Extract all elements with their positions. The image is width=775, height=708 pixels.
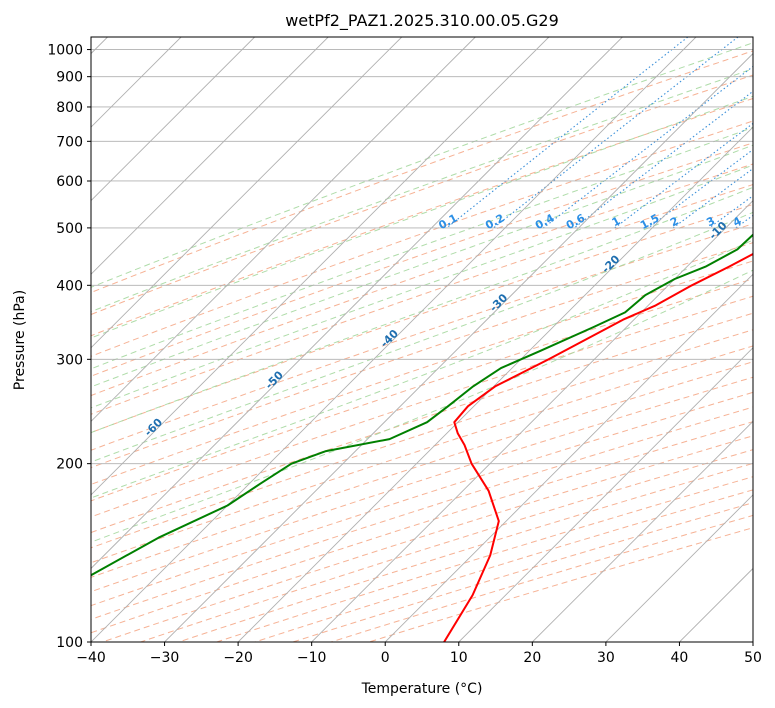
dry-adiabat (369, 527, 753, 642)
x-tick-label: −30 (150, 650, 180, 666)
isotherm-line (311, 200, 753, 642)
y-axis-label: Pressure (hPa) (12, 290, 28, 390)
y-tick-label: 600 (56, 174, 83, 190)
dry-adiabat-label: -50 (263, 368, 286, 391)
isotherm-line (91, 37, 476, 422)
dry-adiabat (91, 223, 753, 451)
isotherm-line (532, 420, 753, 642)
isotherm-line (91, 37, 550, 496)
axes-ticks: −40 −30 −20 −10 0 10 20 30 40 50 1000 900 800 700 600 5… (47, 43, 762, 666)
mixing-ratio-label: 1.5 (638, 211, 661, 232)
dry-adiabat (91, 278, 753, 502)
mixing-ratio-line (493, 37, 739, 229)
dry-adiabat (178, 462, 753, 642)
mixing-ratio-label: 2 (668, 214, 681, 229)
isotherm-line (237, 126, 753, 642)
isotherm-line (91, 37, 623, 570)
dry-adiabat (292, 502, 753, 642)
mixing-ratio-label: 6 (770, 214, 775, 229)
mixing-ratio-line (614, 122, 753, 229)
dry-adiabat (91, 406, 753, 620)
y-tick-label: 400 (56, 278, 83, 294)
isotherm-line (679, 567, 753, 642)
x-tick-label: 40 (671, 650, 689, 666)
y-tick-label: 200 (56, 457, 83, 473)
isotherm-line (91, 37, 255, 202)
background-lines (91, 37, 753, 642)
isotherm-line (91, 37, 403, 349)
profile-series (91, 233, 753, 642)
x-tick-label: −40 (76, 650, 106, 666)
temperature-profile (443, 252, 753, 642)
dry-adiabat (91, 329, 753, 549)
isotherm-line (384, 273, 753, 642)
y-tick-label: 100 (56, 635, 83, 651)
dry-adiabat (216, 476, 753, 642)
y-tick-label: 800 (56, 100, 83, 116)
isotherm-line (458, 347, 753, 642)
x-tick-label: 30 (597, 650, 615, 666)
moist-adiabat (91, 95, 753, 339)
moist-adiabat (91, 164, 753, 409)
x-tick-label: −10 (297, 650, 327, 666)
isotherm-line (164, 52, 753, 642)
x-tick-label: −20 (223, 650, 253, 666)
y-tick-label: 900 (56, 70, 83, 86)
dry-adiabat-label: -30 (487, 291, 510, 314)
x-tick-label: 50 (744, 650, 762, 666)
line-labels: -100-90-80-70-60-50-40-30-20-10010203040… (19, 211, 775, 488)
dry-adiabat (91, 50, 753, 294)
dewpoint-profile (91, 233, 753, 577)
mixing-ratio-label: 0.2 (483, 211, 506, 232)
dry-adiabat-label: -40 (378, 327, 401, 350)
dry-adiabat (91, 361, 753, 578)
y-tick-label: 1000 (47, 43, 83, 59)
dry-adiabat-label: -70 (19, 465, 42, 488)
x-tick-label: 0 (381, 650, 390, 666)
mixing-ratio-line (672, 167, 753, 229)
moist-adiabat (91, 144, 753, 388)
x-axis-label: Temperature (°C) (361, 681, 483, 697)
isotherm-line (91, 37, 697, 642)
isotherm-line (752, 641, 753, 642)
dry-adiabat (102, 435, 753, 642)
y-tick-label: 300 (56, 352, 83, 368)
plot-frame (90, 36, 754, 643)
y-tick-label: 700 (56, 134, 83, 150)
dry-adiabat (91, 242, 753, 469)
moist-adiabat (91, 211, 753, 463)
dry-adiabat (91, 163, 753, 397)
moist-adiabat (91, 126, 753, 370)
mixing-ratio-line (543, 65, 753, 229)
x-tick-label: 10 (450, 650, 468, 666)
y-tick-label: 500 (56, 221, 83, 237)
dry-adiabat (91, 74, 753, 316)
moist-adiabat (91, 68, 753, 313)
moist-adiabat (91, 186, 753, 434)
isotherm-line (605, 494, 753, 642)
isotherm-line (91, 37, 329, 275)
dry-adiabat (91, 142, 753, 377)
mixing-ratio-line (573, 90, 753, 229)
x-tick-label: 20 (523, 650, 541, 666)
mixing-ratio-line (735, 214, 753, 229)
mixing-ratio-label: 0.1 (436, 211, 459, 232)
dry-adiabat (91, 376, 753, 593)
dry-adiabat (91, 183, 753, 415)
chart-title: wetPf2_PAZ1.2025.310.00.05.G29 (285, 11, 559, 31)
dry-adiabat (91, 97, 753, 337)
mixing-ratio-label: 0.6 (564, 211, 588, 232)
